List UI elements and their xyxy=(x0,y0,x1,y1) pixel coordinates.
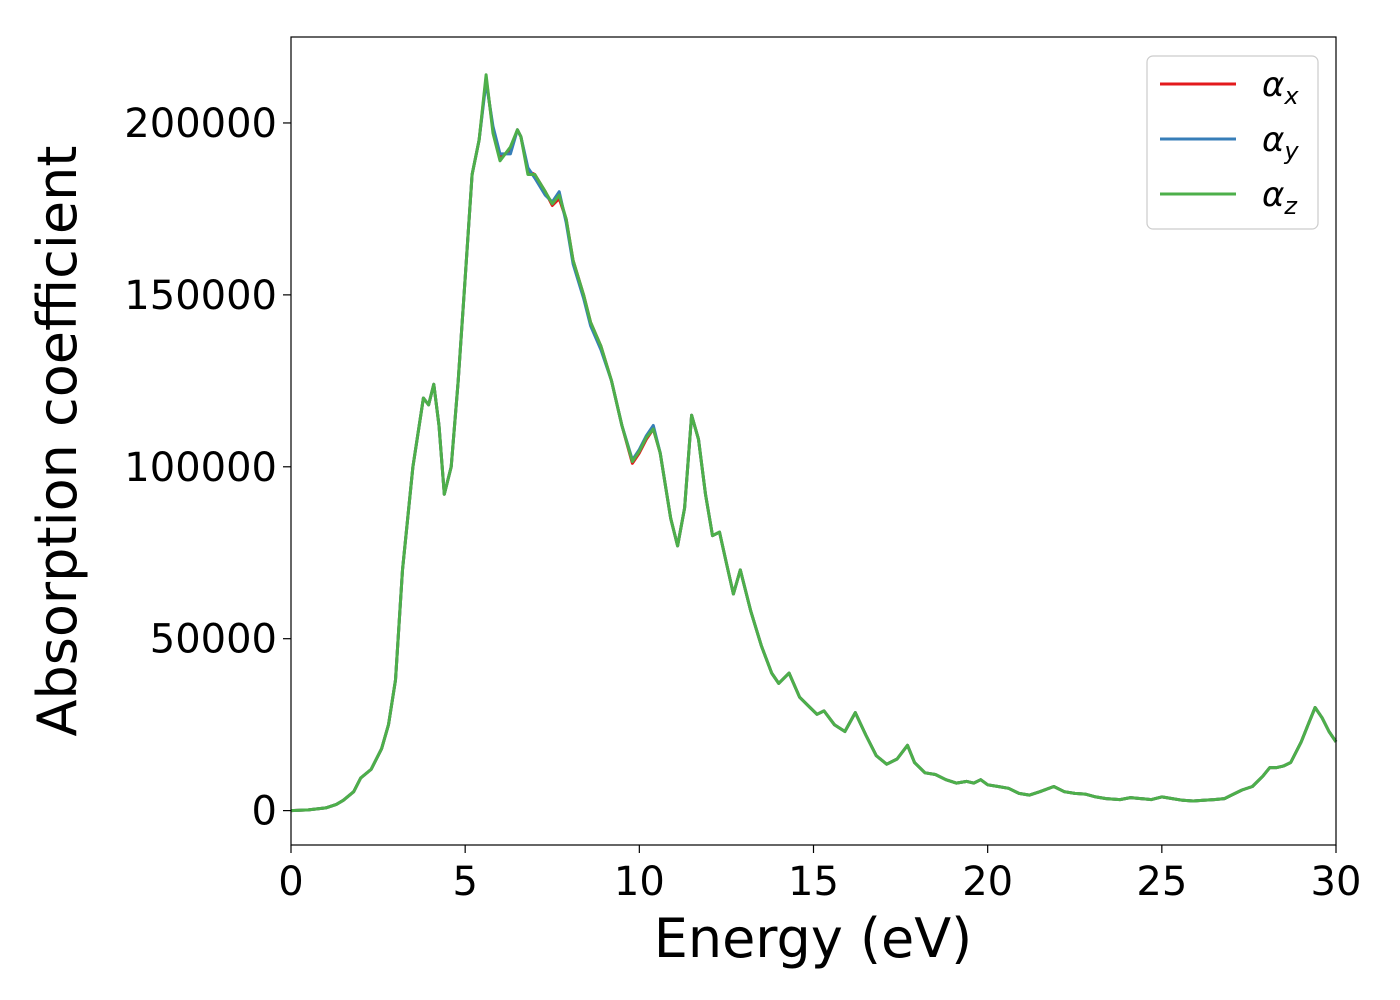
legend-label-y: αy xyxy=(1262,120,1299,165)
y-axis-label: Absorption coefficient xyxy=(26,146,89,737)
x-tick-label: 10 xyxy=(614,859,665,905)
legend-label-x: αx xyxy=(1262,65,1299,110)
series-line-alpha-z xyxy=(290,73,1338,813)
x-axis-label: Energy (eV) xyxy=(654,907,973,970)
x-tick-label: 25 xyxy=(1136,859,1187,905)
legend-entry-x: αx xyxy=(1160,65,1299,110)
x-tick-label: 15 xyxy=(788,859,839,905)
y-tick-label: 0 xyxy=(252,789,277,835)
x-tick-label: 30 xyxy=(1311,859,1362,905)
x-tick-label: 20 xyxy=(962,859,1013,905)
y-tick-label: 200000 xyxy=(124,101,277,147)
x-tick-label: 5 xyxy=(452,859,477,905)
legend-entry-y: αy xyxy=(1160,120,1299,165)
y-axis-ticks: 0 50000 100000 150000 200000 xyxy=(124,101,291,835)
y-tick-label: 100000 xyxy=(124,445,277,491)
legend-label-z: αz xyxy=(1262,175,1298,220)
x-tick-label: 0 xyxy=(278,859,303,905)
y-tick-label: 150000 xyxy=(124,273,277,319)
legend: αx αy αz xyxy=(1146,55,1319,230)
y-tick-label: 50000 xyxy=(150,617,277,663)
x-axis-ticks: 0 5 10 15 20 25 30 xyxy=(278,845,1361,905)
legend-box xyxy=(1146,55,1319,230)
series-layer xyxy=(290,73,1338,813)
legend-entry-z: αz xyxy=(1160,175,1298,220)
